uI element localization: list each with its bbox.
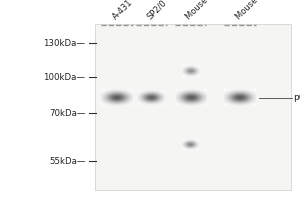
Text: 55kDa—: 55kDa— bbox=[49, 156, 86, 166]
Bar bbox=[94, 24, 291, 190]
Text: SP2/0: SP2/0 bbox=[145, 0, 168, 21]
Text: 70kDa—: 70kDa— bbox=[49, 108, 86, 117]
Text: 130kDa—: 130kDa— bbox=[44, 38, 86, 47]
Text: A-431: A-431 bbox=[111, 0, 134, 21]
Text: Mouse heart: Mouse heart bbox=[234, 0, 277, 21]
Text: Mouse testis: Mouse testis bbox=[184, 0, 228, 21]
Text: p63: p63 bbox=[293, 94, 300, 102]
Text: 100kDa—: 100kDa— bbox=[44, 72, 86, 82]
